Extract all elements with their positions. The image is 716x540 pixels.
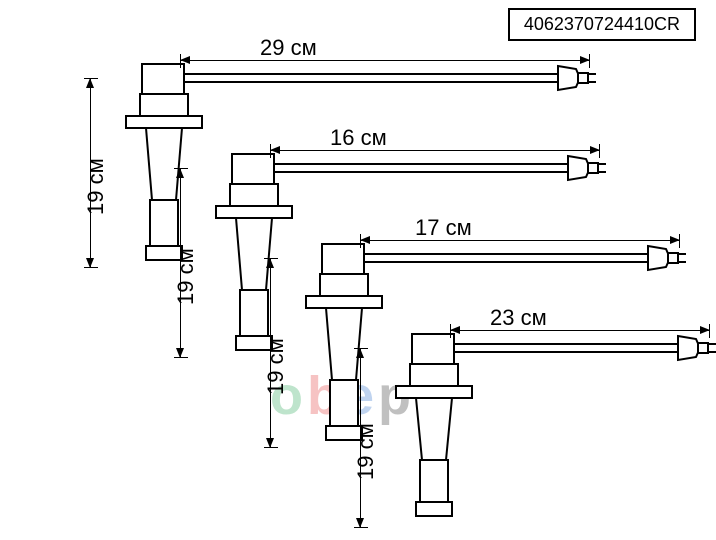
distributor-connector-icon: [678, 336, 716, 360]
dimension-horizontal: [180, 60, 590, 61]
dimension-label: 19 см: [263, 338, 289, 395]
distributor-connector-icon: [648, 246, 686, 270]
dimension-label: 29 см: [260, 35, 317, 61]
distributor-connector-icon: [558, 66, 596, 90]
dimension-label: 19 см: [173, 248, 199, 305]
dimension-horizontal: [450, 330, 710, 331]
dimension-label: 23 см: [490, 305, 547, 331]
dimension-label: 16 см: [330, 125, 387, 151]
wire-assembly-4: [410, 330, 716, 540]
part-number-box: 4062370724410CR: [508, 8, 696, 41]
dimension-horizontal: [270, 150, 600, 151]
dimension-label: 19 см: [353, 423, 379, 480]
distributor-connector-icon: [568, 156, 606, 180]
dimension-horizontal: [360, 240, 680, 241]
dimension-label: 19 см: [83, 158, 109, 215]
dimension-label: 17 см: [415, 215, 472, 241]
plug-boot-icon: [126, 64, 202, 260]
